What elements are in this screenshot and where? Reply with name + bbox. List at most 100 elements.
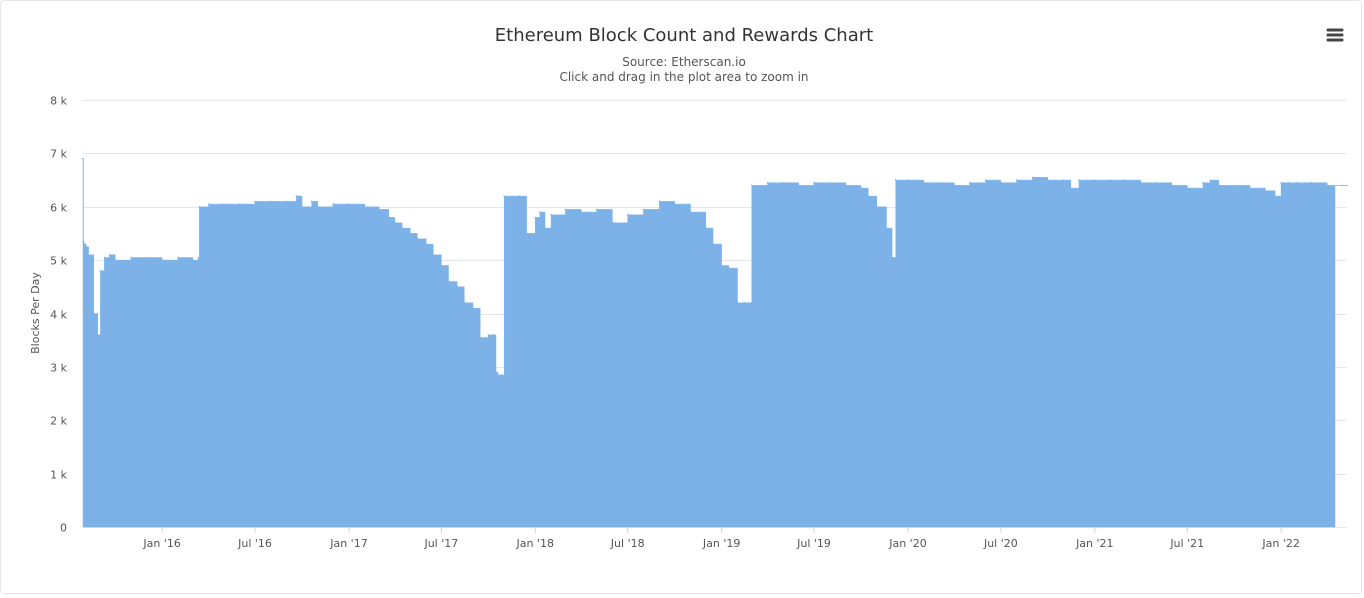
data-point[interactable] — [1047, 179, 1049, 181]
data-point[interactable] — [1000, 181, 1002, 184]
data-point[interactable] — [1274, 195, 1276, 197]
data-point[interactable] — [1209, 179, 1211, 181]
data-point[interactable] — [1186, 187, 1188, 189]
data-point[interactable] — [1249, 187, 1251, 189]
data-point[interactable] — [197, 256, 200, 259]
data-point[interactable] — [564, 208, 567, 211]
data-point[interactable] — [364, 206, 366, 208]
data-point[interactable] — [145, 256, 148, 259]
data-point[interactable] — [797, 184, 800, 187]
data-point[interactable] — [544, 227, 546, 229]
data-point[interactable] — [1171, 184, 1173, 187]
data-point[interactable] — [1296, 181, 1298, 184]
data-point[interactable] — [456, 286, 459, 288]
data-point[interactable] — [534, 216, 537, 219]
data-point[interactable] — [83, 243, 85, 245]
data-point[interactable] — [867, 195, 869, 197]
data-point[interactable] — [580, 211, 582, 213]
data-point[interactable] — [968, 181, 971, 184]
data-point[interactable] — [487, 334, 490, 336]
data-point[interactable] — [301, 206, 303, 208]
data-point[interactable] — [743, 302, 746, 304]
data-point[interactable] — [751, 184, 753, 187]
data-point[interactable] — [1094, 179, 1096, 181]
data-point[interactable] — [432, 254, 435, 256]
data-point[interactable] — [254, 200, 256, 203]
data-point[interactable] — [97, 334, 99, 336]
data-point[interactable] — [472, 307, 474, 310]
data-point[interactable] — [223, 203, 225, 205]
data-point[interactable] — [1264, 189, 1267, 192]
data-point[interactable] — [108, 254, 111, 256]
data-point[interactable] — [782, 181, 784, 184]
data-point[interactable] — [425, 243, 427, 245]
data-point[interactable] — [388, 216, 390, 219]
data-point[interactable] — [447, 280, 450, 283]
data-point[interactable] — [923, 181, 925, 184]
data-point[interactable] — [539, 211, 541, 213]
data-point[interactable] — [1233, 184, 1235, 187]
data-point[interactable] — [1218, 184, 1220, 187]
data-point[interactable] — [712, 243, 714, 245]
data-point[interactable] — [161, 259, 163, 261]
data-point[interactable] — [82, 157, 84, 160]
data-point[interactable] — [720, 264, 723, 267]
data-point[interactable] — [1124, 179, 1126, 181]
data-point[interactable] — [1155, 181, 1157, 184]
data-point[interactable] — [198, 206, 201, 208]
data-point[interactable] — [463, 302, 466, 304]
data-point[interactable] — [285, 200, 288, 203]
data-point[interactable] — [492, 334, 494, 336]
data-point[interactable] — [626, 214, 629, 216]
data-point[interactable] — [238, 203, 241, 205]
data-point[interactable] — [270, 200, 272, 203]
series-area-0[interactable] — [82, 158, 1347, 528]
plot-area[interactable] — [82, 157, 1348, 528]
data-point[interactable] — [1287, 181, 1290, 184]
data-point[interactable] — [332, 203, 334, 205]
data-point[interactable] — [103, 256, 106, 259]
data-point[interactable] — [736, 302, 739, 304]
data-point[interactable] — [416, 238, 419, 240]
data-point[interactable] — [894, 179, 897, 181]
data-point[interactable] — [518, 195, 521, 197]
data-point[interactable] — [348, 203, 350, 205]
data-point[interactable] — [401, 227, 403, 229]
data-point[interactable] — [525, 232, 528, 235]
data-point[interactable] — [85, 246, 87, 248]
data-point[interactable] — [1078, 179, 1080, 181]
data-point[interactable] — [99, 270, 102, 272]
data-point[interactable] — [440, 264, 443, 267]
data-point[interactable] — [860, 187, 862, 189]
data-point[interactable] — [87, 254, 90, 256]
data-point[interactable] — [310, 200, 313, 203]
data-point[interactable] — [295, 195, 298, 197]
data-point[interactable] — [1280, 181, 1282, 184]
data-point[interactable] — [984, 179, 987, 181]
data-point[interactable] — [207, 203, 210, 205]
data-point[interactable] — [728, 267, 730, 269]
data-point[interactable] — [1310, 181, 1313, 184]
data-point[interactable] — [1341, 184, 1344, 187]
data-point[interactable] — [891, 256, 893, 259]
data-point[interactable] — [673, 203, 676, 205]
data-point[interactable] — [1326, 184, 1328, 187]
data-point[interactable] — [1070, 187, 1072, 189]
data-point[interactable] — [907, 179, 909, 181]
data-point[interactable] — [1346, 184, 1348, 187]
data-point[interactable] — [503, 195, 506, 197]
data-point[interactable] — [705, 227, 707, 229]
data-point[interactable] — [658, 200, 661, 203]
data-point[interactable] — [876, 206, 878, 208]
data-point[interactable] — [1202, 181, 1204, 184]
data-point[interactable] — [813, 181, 815, 184]
data-point[interactable] — [378, 208, 380, 211]
data-point[interactable] — [82, 240, 85, 243]
data-point[interactable] — [409, 232, 412, 235]
data-point[interactable] — [394, 222, 396, 224]
data-point[interactable] — [1031, 176, 1034, 179]
data-point[interactable] — [114, 259, 116, 261]
data-point[interactable] — [1015, 179, 1018, 181]
data-point[interactable] — [192, 259, 194, 261]
